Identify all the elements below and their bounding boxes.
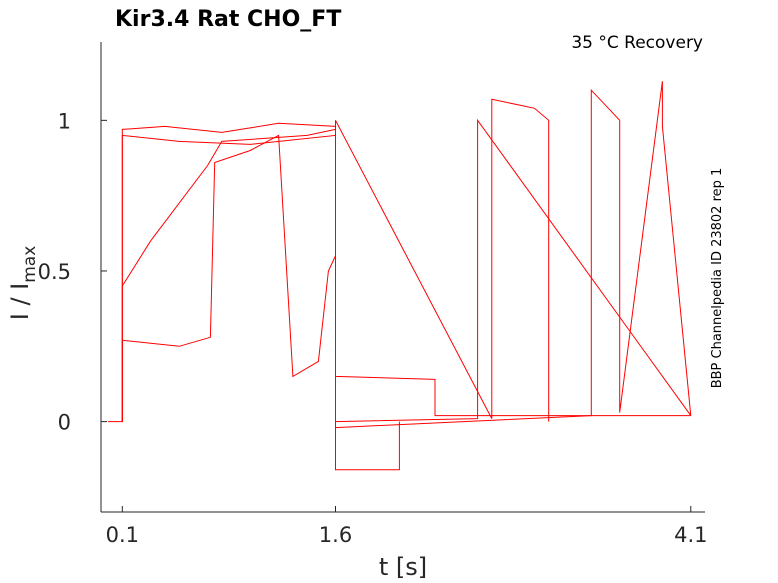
- trace-line-6: [335, 81, 692, 429]
- y-tick-group: 00.51: [38, 109, 107, 435]
- chart-title: Kir3.4 Rat CHO_FT: [115, 7, 341, 32]
- svg-text:BBP Channelpedia ID 23802 rep: BBP Channelpedia ID 23802 rep 1: [710, 168, 725, 389]
- trace-line-4: [121, 134, 336, 422]
- y-tick-label: 1: [58, 109, 71, 133]
- x-tick-group: 0.1 1.6 4.1: [106, 506, 707, 547]
- x-tick-label: 1.6: [319, 523, 352, 547]
- x-tick-label: 0.1: [106, 523, 139, 547]
- trace-line-5: [335, 98, 550, 422]
- condition-annotation: 35 °C Recovery: [571, 33, 703, 53]
- trace-group: [108, 81, 692, 471]
- svg-text:I / Imax: I / Imax: [6, 246, 40, 321]
- trace-line-3: [121, 118, 692, 423]
- y-axis-label-sub: max: [20, 246, 40, 283]
- y-tick-label: 0: [58, 411, 71, 435]
- y-axis-label: I / Imax: [6, 246, 40, 321]
- x-tick-label: 4.1: [674, 523, 707, 547]
- trace-line-2: [121, 134, 691, 422]
- side-label: BBP Channelpedia ID 23802 rep 1: [710, 168, 725, 389]
- trace-line-1: [108, 122, 400, 471]
- x-axis-label: t [s]: [379, 553, 427, 581]
- y-tick-label: 0.5: [38, 260, 71, 284]
- y-axis-label-main: I / I: [6, 283, 34, 321]
